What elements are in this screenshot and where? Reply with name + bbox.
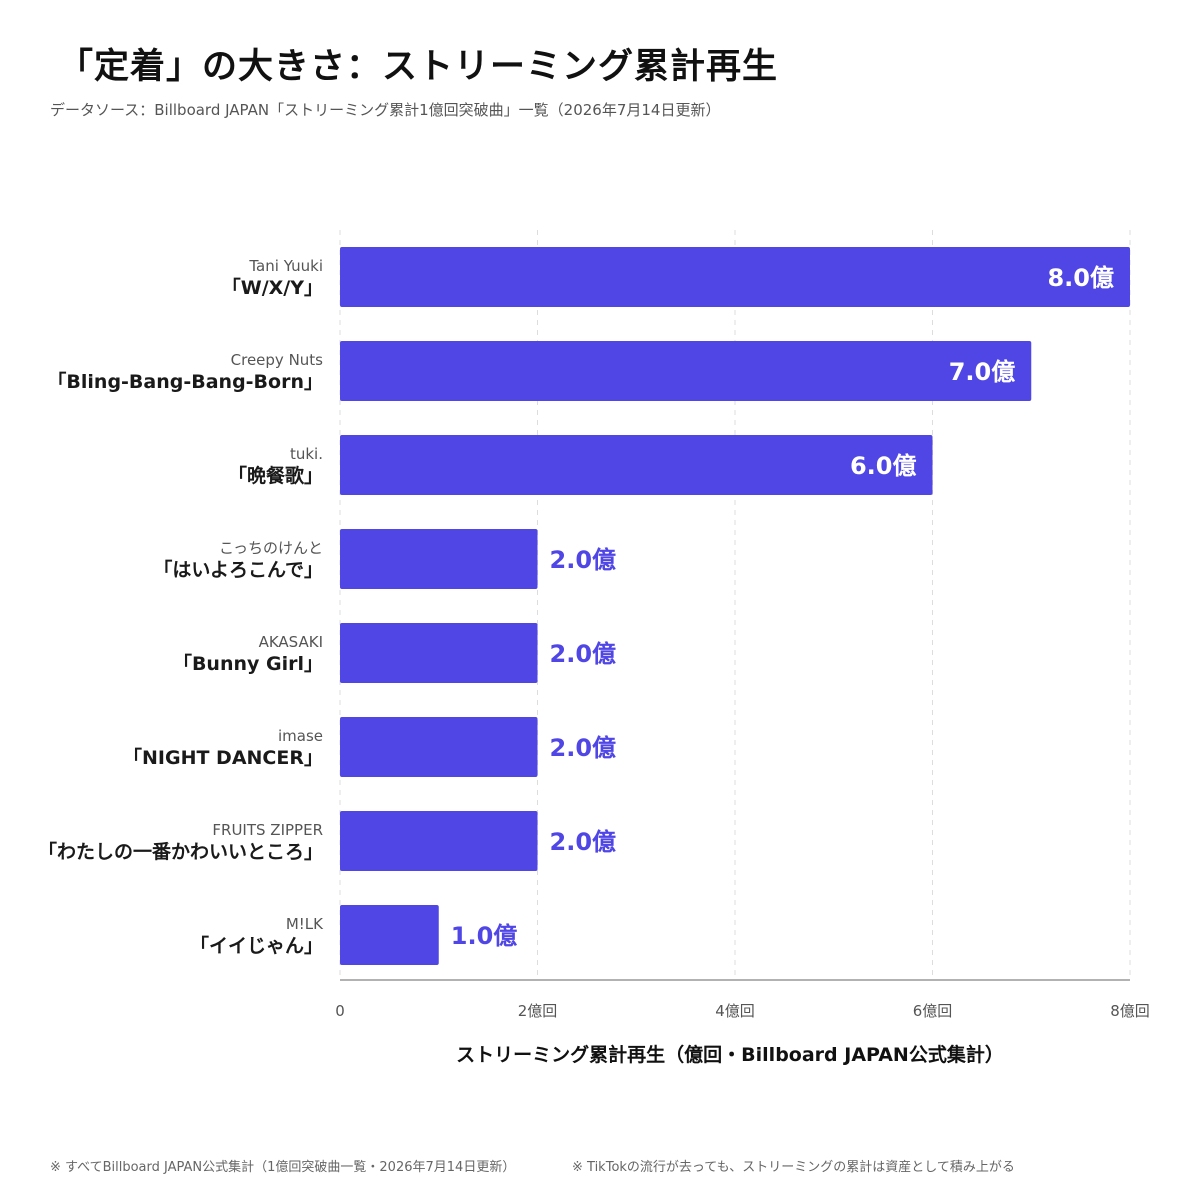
category-artist-label: imase — [278, 727, 323, 745]
data-label: 2.0億 — [550, 640, 617, 668]
footnote-left: ※ すべてBillboard JAPAN公式集計（1億回突破曲一覧・2026年7… — [50, 1160, 516, 1175]
bar — [340, 623, 538, 683]
data-label: 1.0億 — [451, 922, 518, 950]
category-song-label: 「晩餐歌」 — [228, 464, 323, 487]
x-tick-label: 0 — [335, 1002, 345, 1020]
category-song-label: 「Bling-Bang-Bang-Born」 — [47, 370, 323, 393]
data-label: 2.0億 — [550, 734, 617, 762]
x-tick-label: 8億回 — [1110, 1002, 1150, 1020]
x-tick-label: 6億回 — [913, 1002, 953, 1020]
category-artist-label: こっちのけんと — [219, 539, 323, 557]
category-song-label: 「NIGHT DANCER」 — [123, 746, 323, 769]
bar — [340, 247, 1130, 307]
bar — [340, 905, 439, 965]
data-label: 7.0億 — [949, 358, 1016, 386]
footnote-right: ※ TikTokの流行が去っても、ストリーミングの累計は資産として積み上がる — [572, 1160, 1015, 1175]
category-artist-label: tuki. — [290, 445, 323, 463]
data-label: 2.0億 — [550, 546, 617, 574]
category-artist-label: Creepy Nuts — [231, 351, 324, 369]
bar — [340, 435, 933, 495]
x-tick-label: 4億回 — [715, 1002, 755, 1020]
data-label: 8.0億 — [1047, 264, 1114, 292]
bar — [340, 341, 1032, 401]
chart-title: 「定着」の大きさ：ストリーミング累計再生 — [58, 47, 779, 87]
category-song-label: 「わたしの一番かわいいところ」 — [38, 840, 323, 863]
category-song-label: 「はいよろこんで」 — [153, 558, 323, 581]
category-song-label: 「イイじゃん」 — [190, 934, 323, 957]
data-label: 2.0億 — [550, 828, 617, 856]
category-artist-label: FRUITS ZIPPER — [212, 821, 323, 839]
category-artist-label: Tani Yuuki — [248, 257, 323, 275]
bar — [340, 717, 538, 777]
category-artist-label: AKASAKI — [259, 633, 323, 651]
bar — [340, 529, 538, 589]
bar — [340, 811, 538, 871]
category-artist-label: M!LK — [286, 915, 324, 933]
chart-subtitle: データソース：Billboard JAPAN「ストリーミング累計1億回突破曲」一… — [50, 101, 721, 119]
category-song-label: 「Bunny Girl」 — [173, 652, 323, 675]
x-axis: 0 2億回 4億回 6億回 8億回 — [335, 979, 1150, 1020]
bars: 8.0億 7.0億 6.0億 2.0億 2.0億 2.0億 2.0億 1.0億 — [340, 247, 1130, 965]
data-label: 6.0億 — [850, 452, 917, 480]
category-labels: Tani Yuuki「W/X/Y」 Creepy Nuts「Bling-Bang-… — [38, 257, 324, 957]
category-song-label: 「W/X/Y」 — [222, 276, 323, 299]
x-tick-label: 2億回 — [518, 1002, 558, 1020]
x-axis-label: ストリーミング累計再生（億回・Billboard JAPAN公式集計） — [456, 1043, 1004, 1066]
